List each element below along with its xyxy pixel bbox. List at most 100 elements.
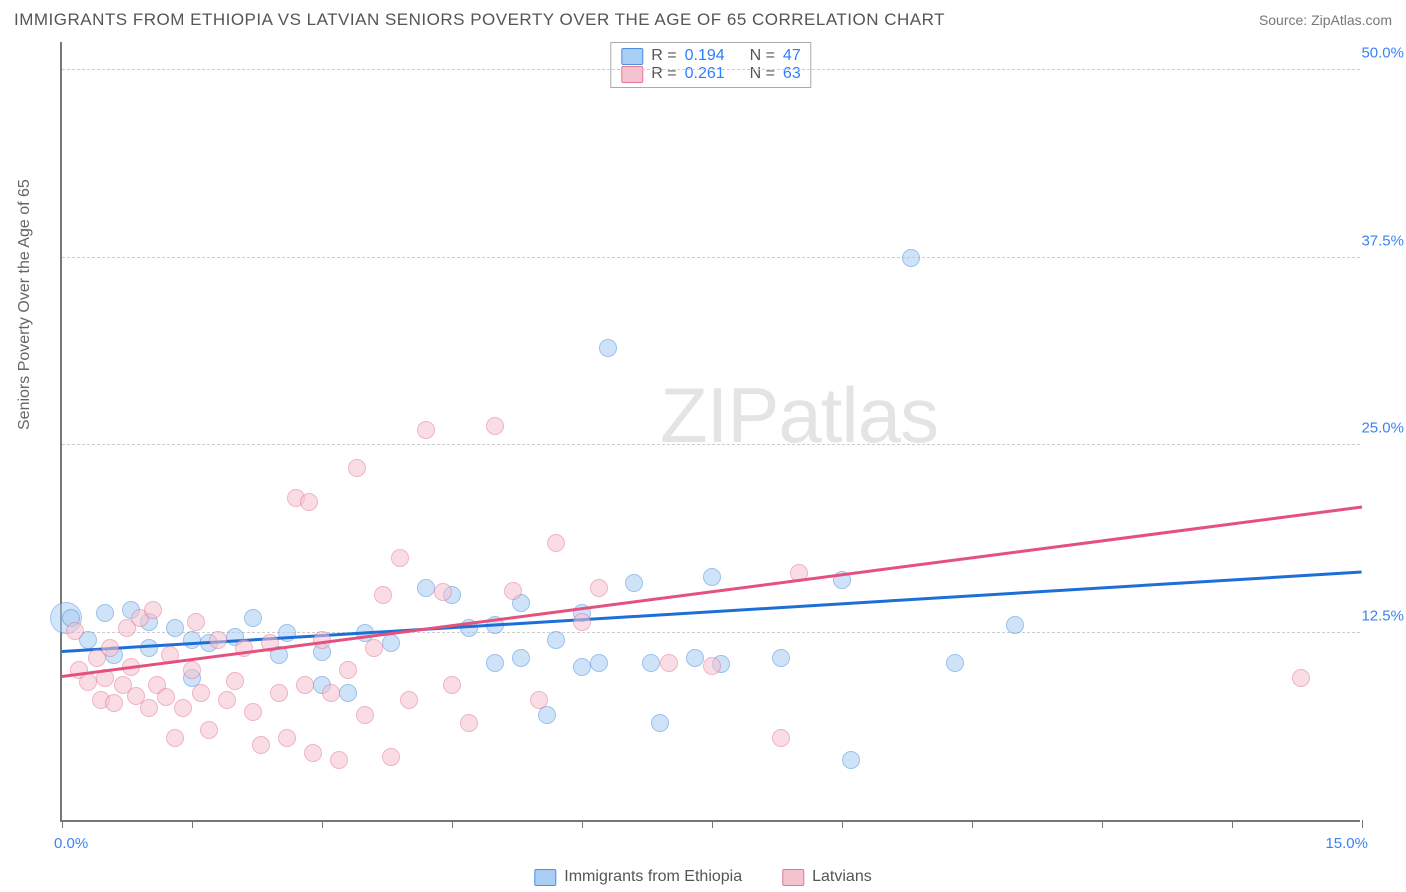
scatter-point — [538, 706, 556, 724]
scatter-point — [512, 649, 530, 667]
scatter-point — [322, 684, 340, 702]
scatter-point — [183, 631, 201, 649]
scatter-point — [187, 613, 205, 631]
scatter-point — [443, 676, 461, 694]
scatter-point — [166, 729, 184, 747]
scatter-point — [339, 661, 357, 679]
scatter-point — [946, 654, 964, 672]
scatter-point — [244, 703, 262, 721]
scatter-point — [703, 657, 721, 675]
scatter-point — [417, 579, 435, 597]
y-tick-label: 25.0% — [1361, 420, 1404, 437]
x-tick — [192, 820, 193, 828]
scatter-point — [356, 706, 374, 724]
x-tick — [1102, 820, 1103, 828]
scatter-point — [166, 619, 184, 637]
legend-label: Latvians — [812, 868, 872, 886]
scatter-plot: ZIPatlas R = 0.194 N = 47R = 0.261 N = 6… — [60, 42, 1360, 822]
y-tick-label: 12.5% — [1361, 607, 1404, 624]
legend-label: Immigrants from Ethiopia — [564, 868, 742, 886]
scatter-point — [304, 744, 322, 762]
gridline — [62, 69, 1360, 70]
scatter-point — [278, 729, 296, 747]
scatter-point — [625, 574, 643, 592]
scatter-point — [218, 691, 236, 709]
scatter-point — [339, 684, 357, 702]
watermark: ZIPatlas — [660, 370, 938, 461]
scatter-point — [434, 583, 452, 601]
scatter-point — [183, 661, 201, 679]
scatter-point — [144, 601, 162, 619]
trend-line — [62, 506, 1362, 678]
x-tick — [582, 820, 583, 828]
scatter-point — [772, 649, 790, 667]
scatter-point — [174, 699, 192, 717]
legend-item: Latvians — [782, 868, 872, 886]
scatter-point — [703, 568, 721, 586]
scatter-point — [157, 688, 175, 706]
scatter-point — [486, 417, 504, 435]
scatter-point — [96, 604, 114, 622]
scatter-point — [270, 684, 288, 702]
gridline — [62, 257, 1360, 258]
scatter-point — [192, 684, 210, 702]
scatter-point — [209, 631, 227, 649]
correlation-stats-box: R = 0.194 N = 47R = 0.261 N = 63 — [610, 42, 811, 88]
legend-swatch — [621, 48, 643, 65]
scatter-point — [417, 421, 435, 439]
x-tick — [972, 820, 973, 828]
series-legend: Immigrants from Ethiopia Latvians — [534, 868, 871, 886]
scatter-point — [252, 736, 270, 754]
scatter-point — [382, 748, 400, 766]
chart-title: IMMIGRANTS FROM ETHIOPIA VS LATVIAN SENI… — [14, 10, 945, 30]
scatter-point — [226, 672, 244, 690]
scatter-point — [365, 639, 383, 657]
scatter-point — [101, 639, 119, 657]
gridline — [62, 632, 1360, 633]
scatter-point — [686, 649, 704, 667]
x-tick — [712, 820, 713, 828]
gridline — [62, 444, 1360, 445]
stat-row: R = 0.261 N = 63 — [621, 65, 800, 83]
scatter-point — [902, 249, 920, 267]
scatter-point — [105, 694, 123, 712]
scatter-point — [296, 676, 314, 694]
scatter-point — [590, 654, 608, 672]
x-tick — [842, 820, 843, 828]
scatter-point — [642, 654, 660, 672]
scatter-point — [772, 729, 790, 747]
y-tick-label: 37.5% — [1361, 232, 1404, 249]
stat-row: R = 0.194 N = 47 — [621, 47, 800, 65]
x-tick — [322, 820, 323, 828]
scatter-point — [348, 459, 366, 477]
legend-swatch — [534, 869, 556, 886]
scatter-point — [400, 691, 418, 709]
scatter-point — [530, 691, 548, 709]
x-tick — [1362, 820, 1363, 828]
legend-swatch — [782, 869, 804, 886]
source-attribution: Source: ZipAtlas.com — [1259, 12, 1392, 28]
scatter-point — [140, 699, 158, 717]
x-axis-max-label: 15.0% — [1325, 835, 1368, 852]
scatter-point — [300, 493, 318, 511]
scatter-point — [573, 613, 591, 631]
scatter-point — [486, 654, 504, 672]
legend-item: Immigrants from Ethiopia — [534, 868, 742, 886]
x-tick — [62, 820, 63, 828]
scatter-point — [460, 714, 478, 732]
scatter-point — [200, 721, 218, 739]
scatter-point — [330, 751, 348, 769]
x-axis-min-label: 0.0% — [54, 835, 88, 852]
x-tick — [452, 820, 453, 828]
scatter-point — [374, 586, 392, 604]
scatter-point — [590, 579, 608, 597]
scatter-point — [382, 634, 400, 652]
scatter-point — [66, 622, 84, 640]
scatter-point — [547, 631, 565, 649]
scatter-point — [504, 582, 522, 600]
scatter-point — [651, 714, 669, 732]
y-axis-title: Seniors Poverty Over the Age of 65 — [16, 179, 34, 430]
x-tick — [1232, 820, 1233, 828]
scatter-point — [599, 339, 617, 357]
scatter-point — [660, 654, 678, 672]
